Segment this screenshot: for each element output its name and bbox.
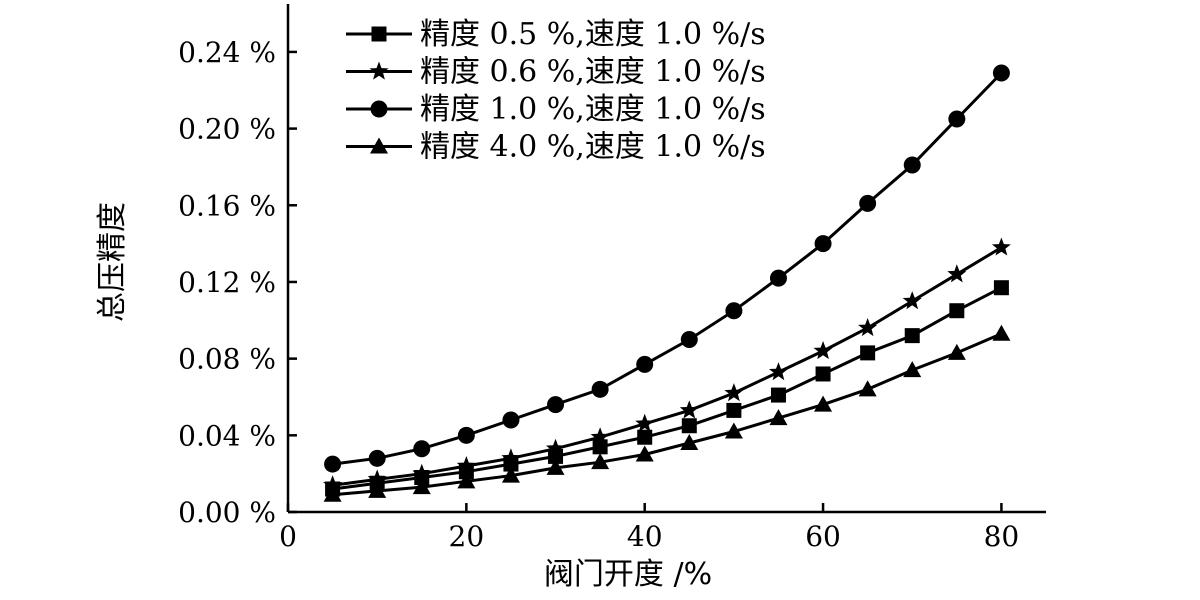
series-1-point (726, 402, 742, 418)
series-2-point (412, 463, 432, 482)
series-1-point (592, 439, 608, 455)
y-tick-label: 0.24 % (178, 36, 276, 69)
series-4-point (591, 453, 610, 470)
x-tick-label: 0 (279, 520, 297, 553)
series-2-line (332, 246, 1003, 487)
series-1-point (815, 366, 831, 382)
series-3-point (547, 396, 565, 414)
series-1-point (993, 280, 1009, 296)
series-2-point (947, 264, 967, 283)
series-2-point (858, 318, 878, 337)
series-4 (323, 324, 1011, 502)
legend-marker (369, 61, 389, 80)
series-4-point (635, 445, 654, 462)
series-2-point (456, 456, 476, 475)
series-4-point (903, 361, 922, 378)
x-axis-title: 阀门开度 /% (544, 557, 712, 592)
x-tick-label: 80 (984, 520, 1020, 553)
series-4-point (724, 422, 743, 439)
y-tick-label: 0.08 % (178, 343, 276, 376)
axes: 0.00 % 0.04 % 0.08 % 0.12 % 0.16 % 0.20 % 0.24… (178, 4, 1046, 553)
y-tick-label: 0.16 % (178, 189, 276, 222)
legend-label: 精度 0.6 %,速度 1.0 %/s (420, 55, 766, 90)
y-tick-label: 0.20 % (178, 113, 276, 146)
series-3-point (948, 110, 966, 128)
series-3-point (814, 235, 832, 253)
series-4-point (323, 485, 342, 502)
series-4-point (457, 472, 476, 489)
series-1-line (332, 286, 1003, 491)
series-4-point (501, 466, 520, 483)
series-1-point (904, 328, 920, 344)
series-layer (323, 64, 1011, 502)
series-2-point (501, 448, 521, 467)
series-2-point (991, 237, 1011, 256)
series-1-point (860, 345, 876, 361)
series-4-line (332, 332, 1002, 497)
y-tick-label: 0.00 % (178, 496, 276, 529)
series-3-point (903, 156, 921, 174)
y-tick-label: 0.04 % (178, 419, 276, 452)
legend-label: 精度 4.0 %,速度 1.0 %/s (420, 130, 766, 165)
series-3-point (680, 330, 698, 348)
series-3-point (502, 411, 520, 429)
series-3-line (332, 71, 1003, 466)
series-3-point (368, 449, 386, 467)
legend-marker (370, 137, 388, 154)
series-1-point (637, 429, 653, 445)
series-2-point (902, 291, 922, 310)
series-1-point (770, 387, 786, 403)
series-3-point (413, 440, 431, 458)
series-4-point (412, 478, 431, 495)
x-tick-label: 20 (449, 520, 485, 553)
series-2-point (590, 427, 610, 446)
x-tick-label: 60 (805, 520, 841, 553)
series-3-point (769, 269, 787, 287)
series-2-point (679, 400, 699, 419)
series-4-point (546, 458, 565, 475)
series-4-point (858, 380, 877, 397)
series-4-point (947, 343, 966, 360)
series-2-point (724, 383, 744, 402)
series-4-point (680, 433, 699, 450)
series-3-point (859, 194, 877, 212)
legend-label: 精度 1.0 %,速度 1.0 %/s (420, 92, 766, 127)
series-2-point (813, 341, 833, 360)
series-3-point (725, 302, 743, 320)
x-tick-label: 40 (627, 520, 663, 553)
series-2-point (546, 438, 565, 457)
legend-marker (371, 26, 387, 42)
series-1 (325, 280, 1009, 497)
series-3 (324, 64, 1010, 473)
legend-item-3: 精度 1.0 %,速度 1.0 %/s (346, 92, 766, 127)
series-3-point (324, 455, 342, 473)
series-1-point (949, 303, 965, 319)
series-2-point (769, 362, 788, 381)
legend-label: 精度 0.5 %,速度 1.0 %/s (420, 17, 766, 52)
series-1-point (681, 418, 697, 434)
legend-item-4: 精度 4.0 %,速度 1.0 %/s (346, 130, 766, 165)
series-2-point (367, 469, 387, 488)
series-3-point (992, 64, 1010, 82)
y-tick-label: 0.12 % (178, 266, 276, 299)
series-2-point (635, 413, 655, 432)
series-4-point (814, 395, 833, 412)
legend-marker (370, 100, 388, 118)
legend-item-2: 精度 0.6 %,速度 1.0 %/s (346, 55, 766, 90)
series-4-point (992, 324, 1011, 341)
legend: 精度 0.5 %,速度 1.0 %/s精度 0.6 %,速度 1.0 %/s精度… (346, 17, 766, 165)
series-2 (323, 237, 1011, 494)
legend-item-1: 精度 0.5 %,速度 1.0 %/s (346, 17, 766, 52)
series-2-point (323, 475, 343, 494)
series-4-point (368, 481, 387, 498)
series-3-point (457, 426, 475, 444)
series-3-point (636, 355, 654, 373)
series-4-point (769, 409, 788, 426)
series-3-point (591, 380, 609, 398)
y-axis-title: 总压精度 (95, 202, 130, 322)
